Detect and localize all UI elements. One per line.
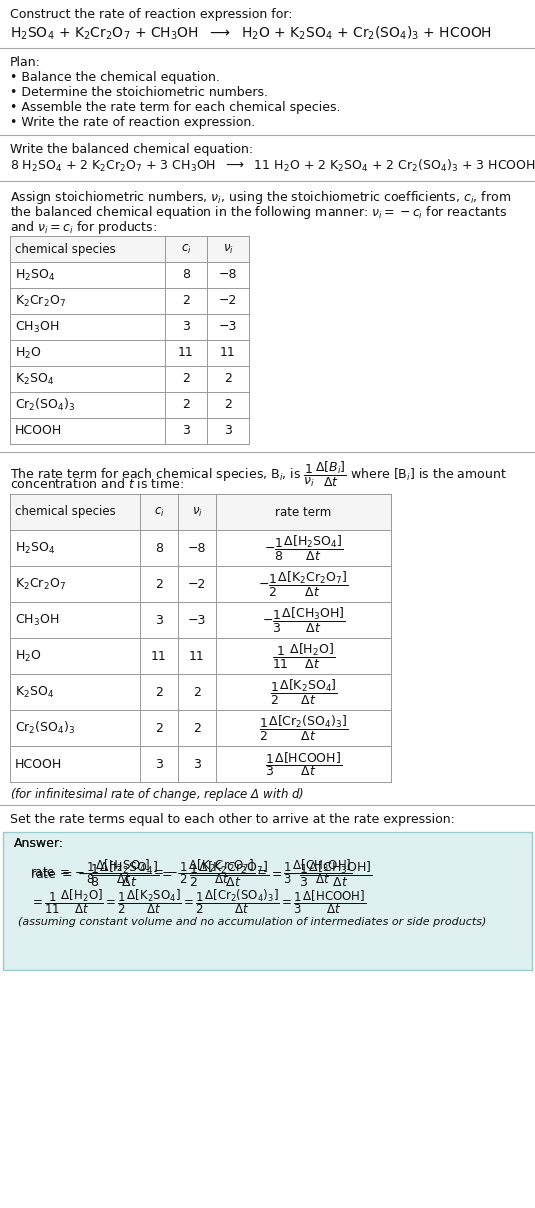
Text: $-\dfrac{1}{3}\dfrac{\Delta[\mathrm{CH_3OH}]}{\Delta t}$: $-\dfrac{1}{3}\dfrac{\Delta[\mathrm{CH_3… xyxy=(262,605,346,634)
Text: chemical species: chemical species xyxy=(15,243,116,256)
Bar xyxy=(10,710,391,747)
Text: CH$_3$OH: CH$_3$OH xyxy=(15,319,59,335)
Text: CH$_3$OH: CH$_3$OH xyxy=(15,612,59,627)
Text: −2: −2 xyxy=(188,577,206,591)
Text: 2: 2 xyxy=(224,399,232,412)
Text: 2: 2 xyxy=(155,577,163,591)
Text: K$_2$Cr$_2$O$_7$: K$_2$Cr$_2$O$_7$ xyxy=(15,294,66,308)
Text: $c_i$: $c_i$ xyxy=(181,243,192,256)
Text: 2: 2 xyxy=(182,399,190,412)
Bar xyxy=(10,567,391,602)
Text: 11: 11 xyxy=(151,650,167,662)
Text: Set the rate terms equal to each other to arrive at the rate expression:: Set the rate terms equal to each other t… xyxy=(10,813,455,826)
Text: Assign stoichiometric numbers, $\nu_i$, using the stoichiometric coefficients, $: Assign stoichiometric numbers, $\nu_i$, … xyxy=(10,188,511,207)
Text: 3: 3 xyxy=(224,424,232,437)
Text: Write the balanced chemical equation:: Write the balanced chemical equation: xyxy=(10,143,253,156)
Text: 8: 8 xyxy=(182,268,190,281)
Text: K$_2$SO$_4$: K$_2$SO$_4$ xyxy=(15,371,54,387)
Text: K$_2$SO$_4$: K$_2$SO$_4$ xyxy=(15,685,54,699)
Text: Cr$_2$(SO$_4$)$_3$: Cr$_2$(SO$_4$)$_3$ xyxy=(15,720,75,736)
Text: $\dfrac{1}{2}\dfrac{\Delta[\mathrm{Cr_2(SO_4)_3}]}{\Delta t}$: $\dfrac{1}{2}\dfrac{\Delta[\mathrm{Cr_2(… xyxy=(259,714,348,743)
Text: the balanced chemical equation in the following manner: $\nu_i = -c_i$ for react: the balanced chemical equation in the fo… xyxy=(10,204,508,221)
Text: 3: 3 xyxy=(193,757,201,771)
Text: rate $= -\dfrac{1}{8}\dfrac{\Delta[\mathrm{H_2SO_4}]}{\Delta t} = -\dfrac{1}{2}\: rate $= -\dfrac{1}{8}\dfrac{\Delta[\math… xyxy=(30,860,373,889)
Text: $= \dfrac{1}{11}\dfrac{\Delta[\mathrm{H_2O}]}{\Delta t} = \dfrac{1}{2}\dfrac{\De: $= \dfrac{1}{11}\dfrac{\Delta[\mathrm{H_… xyxy=(30,887,366,916)
Text: H$_2$SO$_4$: H$_2$SO$_4$ xyxy=(15,267,55,283)
Bar xyxy=(10,530,391,567)
Text: H$_2$SO$_4$: H$_2$SO$_4$ xyxy=(15,540,55,556)
Bar xyxy=(10,366,249,393)
Bar xyxy=(10,418,249,445)
Bar xyxy=(10,393,249,418)
Text: • Write the rate of reaction expression.: • Write the rate of reaction expression. xyxy=(10,116,255,129)
Text: rate term: rate term xyxy=(276,505,332,518)
Bar xyxy=(10,674,391,710)
Text: H$_2$SO$_4$ + K$_2$Cr$_2$O$_7$ + CH$_3$OH  $\longrightarrow$  H$_2$O + K$_2$SO$_: H$_2$SO$_4$ + K$_2$Cr$_2$O$_7$ + CH$_3$O… xyxy=(10,25,492,42)
Text: concentration and $t$ is time:: concentration and $t$ is time: xyxy=(10,477,184,490)
Bar xyxy=(10,236,249,262)
Text: H$_2$O: H$_2$O xyxy=(15,649,42,663)
Text: −3: −3 xyxy=(219,320,237,333)
Text: $\dfrac{1}{2}\dfrac{\Delta[\mathrm{K_2SO_4}]}{\Delta t}$: $\dfrac{1}{2}\dfrac{\Delta[\mathrm{K_2SO… xyxy=(270,678,338,707)
Text: 2: 2 xyxy=(224,372,232,385)
Text: K$_2$Cr$_2$O$_7$: K$_2$Cr$_2$O$_7$ xyxy=(15,576,66,592)
Text: $-\dfrac{1}{8}\dfrac{\Delta[\mathrm{H_2SO_4}]}{\Delta t}$: $-\dfrac{1}{8}\dfrac{\Delta[\mathrm{H_2S… xyxy=(264,534,343,563)
Text: 3: 3 xyxy=(182,424,190,437)
Text: 2: 2 xyxy=(193,685,201,698)
Text: Plan:: Plan: xyxy=(10,56,41,69)
Text: $\dfrac{1}{11}\dfrac{\Delta[\mathrm{H_2O}]}{\Delta t}$: $\dfrac{1}{11}\dfrac{\Delta[\mathrm{H_2O… xyxy=(272,641,335,670)
Text: • Determine the stoichiometric numbers.: • Determine the stoichiometric numbers. xyxy=(10,86,268,99)
Text: 2: 2 xyxy=(182,372,190,385)
Bar xyxy=(10,262,249,288)
Text: 2: 2 xyxy=(182,295,190,308)
Text: (assuming constant volume and no accumulation of intermediates or side products): (assuming constant volume and no accumul… xyxy=(18,917,486,927)
Text: Answer:: Answer: xyxy=(14,837,64,850)
Text: 3: 3 xyxy=(155,614,163,627)
Text: The rate term for each chemical species, B$_i$, is $\dfrac{1}{\nu_i}\dfrac{\Delt: The rate term for each chemical species,… xyxy=(10,460,507,489)
Text: 2: 2 xyxy=(155,685,163,698)
Text: chemical species: chemical species xyxy=(15,505,116,518)
Bar xyxy=(10,288,249,314)
Text: 11: 11 xyxy=(189,650,205,662)
Text: $-\dfrac{1}{2}\dfrac{\Delta[\mathrm{K_2Cr_2O_7}]}{\Delta t}$: $-\dfrac{1}{2}\dfrac{\Delta[\mathrm{K_2C… xyxy=(258,569,349,598)
Bar xyxy=(10,747,391,782)
Text: −8: −8 xyxy=(219,268,237,281)
Text: and $\nu_i = c_i$ for products:: and $\nu_i = c_i$ for products: xyxy=(10,219,157,236)
Text: rate $= -\dfrac{1}{8}\dfrac{\Delta[\mathrm{H_2SO_4}]}{\Delta t} = -\dfrac{1}{2}\: rate $= -\dfrac{1}{8}\dfrac{\Delta[\math… xyxy=(30,856,353,885)
Bar xyxy=(10,494,391,530)
Text: 11: 11 xyxy=(220,347,236,360)
Bar xyxy=(10,314,249,339)
Text: −8: −8 xyxy=(188,541,207,554)
Text: Construct the rate of reaction expression for:: Construct the rate of reaction expressio… xyxy=(10,8,293,21)
Text: $\nu_i$: $\nu_i$ xyxy=(223,243,233,256)
Text: (for infinitesimal rate of change, replace Δ with $d$): (for infinitesimal rate of change, repla… xyxy=(10,786,304,803)
FancyBboxPatch shape xyxy=(3,832,532,970)
Text: $\dfrac{1}{3}\dfrac{\Delta[\mathrm{HCOOH}]}{\Delta t}$: $\dfrac{1}{3}\dfrac{\Delta[\mathrm{HCOOH… xyxy=(265,750,342,778)
Text: Cr$_2$(SO$_4$)$_3$: Cr$_2$(SO$_4$)$_3$ xyxy=(15,397,75,413)
Bar xyxy=(10,602,391,638)
Bar xyxy=(10,339,249,366)
Text: −2: −2 xyxy=(219,295,237,308)
Text: HCOOH: HCOOH xyxy=(15,424,62,437)
Text: • Assemble the rate term for each chemical species.: • Assemble the rate term for each chemic… xyxy=(10,101,340,114)
Text: 2: 2 xyxy=(193,721,201,734)
Text: 2: 2 xyxy=(155,721,163,734)
Text: 8 H$_2$SO$_4$ + 2 K$_2$Cr$_2$O$_7$ + 3 CH$_3$OH  $\longrightarrow$  11 H$_2$O + : 8 H$_2$SO$_4$ + 2 K$_2$Cr$_2$O$_7$ + 3 C… xyxy=(10,158,535,174)
Text: −3: −3 xyxy=(188,614,206,627)
Text: $c_i$: $c_i$ xyxy=(154,505,164,518)
Text: $\nu_i$: $\nu_i$ xyxy=(192,505,202,518)
Bar xyxy=(10,638,391,674)
Text: • Balance the chemical equation.: • Balance the chemical equation. xyxy=(10,71,220,85)
Text: H$_2$O: H$_2$O xyxy=(15,345,42,360)
Text: Answer:: Answer: xyxy=(14,837,64,850)
Text: 8: 8 xyxy=(155,541,163,554)
Text: 3: 3 xyxy=(182,320,190,333)
Text: 3: 3 xyxy=(155,757,163,771)
Text: HCOOH: HCOOH xyxy=(15,757,62,771)
Text: 11: 11 xyxy=(178,347,194,360)
